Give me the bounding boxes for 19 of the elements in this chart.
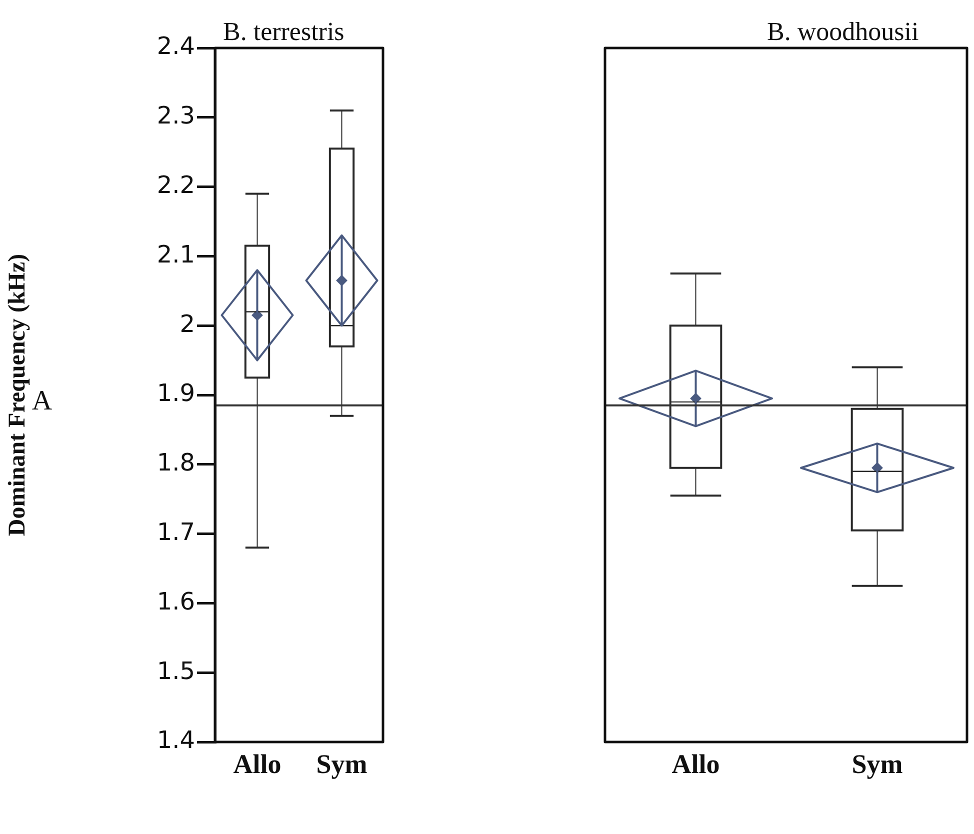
y-tick-label: 1.4 — [156, 726, 195, 754]
y-tick-label: 1.6 — [156, 587, 195, 616]
y-tick-label: 1.5 — [156, 656, 195, 685]
y-tick-label: 2.1 — [156, 240, 195, 268]
y-tick-label: 1.7 — [156, 518, 195, 546]
chart-title: B. woodhousii — [767, 16, 919, 46]
y-tick-label: 2.3 — [156, 102, 195, 130]
x-tick-label: Sym — [852, 749, 904, 780]
x-tick-label: Allo — [672, 749, 720, 780]
x-tick-label: Sym — [316, 749, 368, 780]
y-tick-label: 1.8 — [156, 448, 195, 477]
y-axis-title: Dominant Frequency (kHz) — [4, 254, 31, 536]
y-tick-label: 2.2 — [156, 171, 195, 200]
y-tick-label: 2 — [180, 310, 195, 338]
x-tick-label: Allo — [233, 749, 282, 780]
chart-title: B. terrestris — [223, 16, 344, 46]
y-tick-label: 1.9 — [156, 379, 195, 408]
y-tick-label: 2.4 — [156, 32, 195, 60]
text: A — [32, 385, 53, 416]
